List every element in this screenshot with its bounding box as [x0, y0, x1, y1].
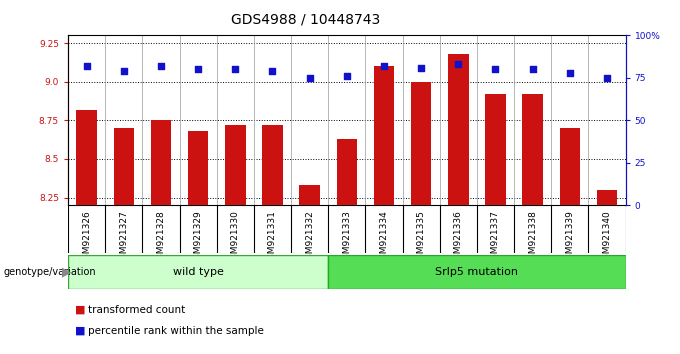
- Point: [564, 70, 575, 76]
- Text: GSM921333: GSM921333: [342, 210, 352, 265]
- Bar: [114, 128, 134, 205]
- Bar: [560, 128, 580, 205]
- Text: GSM921331: GSM921331: [268, 210, 277, 265]
- Point: [415, 65, 426, 70]
- Text: GSM921334: GSM921334: [379, 210, 388, 265]
- Text: GSM921329: GSM921329: [194, 210, 203, 265]
- Text: GSM921330: GSM921330: [231, 210, 240, 265]
- Text: GSM921335: GSM921335: [417, 210, 426, 265]
- Bar: [262, 125, 283, 205]
- Point: [341, 73, 352, 79]
- Bar: [486, 94, 506, 205]
- Bar: [68, 255, 328, 289]
- Point: [192, 67, 203, 72]
- Text: GDS4988 / 10448743: GDS4988 / 10448743: [231, 12, 381, 27]
- Point: [81, 63, 92, 69]
- Bar: [374, 66, 394, 205]
- Text: GSM921326: GSM921326: [82, 210, 91, 265]
- Point: [602, 75, 613, 81]
- Point: [230, 67, 241, 72]
- Point: [527, 67, 538, 72]
- Text: ▶: ▶: [62, 265, 71, 278]
- Bar: [188, 131, 208, 205]
- Bar: [522, 94, 543, 205]
- Bar: [337, 139, 357, 205]
- Point: [490, 67, 501, 72]
- Point: [379, 63, 390, 69]
- Point: [453, 62, 464, 67]
- Text: GSM921338: GSM921338: [528, 210, 537, 265]
- Text: GSM921337: GSM921337: [491, 210, 500, 265]
- Bar: [411, 82, 431, 205]
- Text: transformed count: transformed count: [88, 305, 186, 315]
- Text: wild type: wild type: [173, 267, 224, 277]
- Point: [304, 75, 315, 81]
- Bar: [151, 120, 171, 205]
- Text: GSM921328: GSM921328: [156, 210, 165, 265]
- Point: [118, 68, 129, 74]
- Text: GSM921327: GSM921327: [119, 210, 129, 265]
- Text: GSM921336: GSM921336: [454, 210, 463, 265]
- Bar: [299, 185, 320, 205]
- Bar: [448, 54, 469, 205]
- Text: Srlp5 mutation: Srlp5 mutation: [435, 267, 518, 277]
- Text: GSM921332: GSM921332: [305, 210, 314, 265]
- Text: percentile rank within the sample: percentile rank within the sample: [88, 326, 265, 336]
- Bar: [225, 125, 245, 205]
- Text: GSM921339: GSM921339: [565, 210, 575, 265]
- Bar: [76, 109, 97, 205]
- Bar: [328, 255, 626, 289]
- Point: [267, 68, 278, 74]
- Point: [156, 63, 167, 69]
- Text: ■: ■: [75, 305, 85, 315]
- Text: ■: ■: [75, 326, 85, 336]
- Bar: [597, 190, 617, 205]
- Text: GSM921340: GSM921340: [602, 210, 611, 265]
- Text: genotype/variation: genotype/variation: [3, 267, 96, 277]
